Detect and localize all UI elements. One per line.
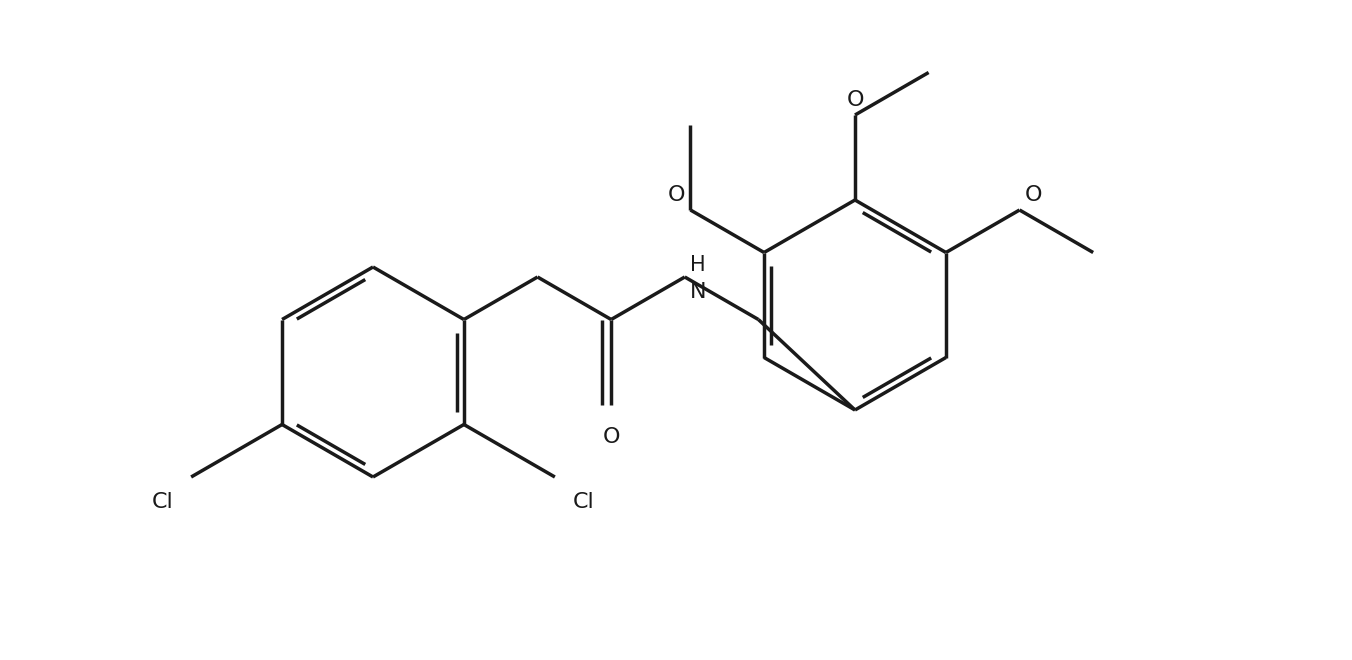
Text: O: O [846,90,864,110]
Text: N: N [690,282,706,302]
Text: Cl: Cl [573,492,595,512]
Text: O: O [603,426,621,447]
Text: O: O [1025,185,1042,205]
Text: H: H [690,255,706,275]
Text: Cl: Cl [151,492,173,512]
Text: O: O [668,185,685,205]
